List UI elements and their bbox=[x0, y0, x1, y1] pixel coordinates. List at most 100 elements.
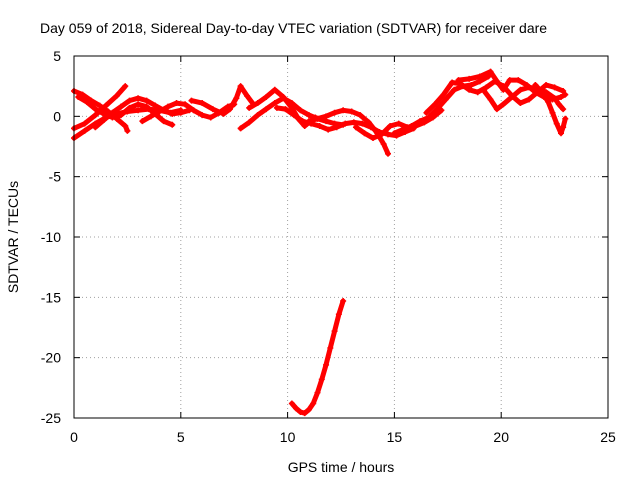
data-point bbox=[109, 109, 116, 116]
data-point bbox=[370, 135, 377, 142]
y-tick-label: -10 bbox=[41, 229, 61, 245]
data-point bbox=[301, 410, 308, 417]
data-point bbox=[553, 120, 560, 127]
data-point bbox=[135, 107, 142, 114]
series-arc-18 bbox=[288, 297, 347, 417]
data-point bbox=[143, 97, 150, 104]
data-point bbox=[508, 94, 515, 101]
data-point bbox=[493, 106, 500, 113]
data-point bbox=[438, 107, 445, 114]
data-point bbox=[318, 376, 325, 383]
data-point bbox=[391, 130, 398, 137]
y-tick-label: -5 bbox=[49, 169, 62, 185]
data-point bbox=[551, 95, 558, 102]
x-tick-label: 10 bbox=[280, 429, 296, 445]
data-point bbox=[380, 141, 387, 148]
data-point bbox=[500, 86, 507, 93]
data-point bbox=[152, 102, 159, 109]
data-point bbox=[156, 108, 163, 115]
data-point bbox=[431, 101, 438, 108]
data-point bbox=[96, 102, 103, 109]
data-point bbox=[357, 112, 364, 119]
data-point bbox=[103, 102, 110, 109]
data-point bbox=[543, 81, 550, 88]
data-point bbox=[384, 131, 391, 138]
data-point bbox=[81, 120, 88, 127]
data-point bbox=[442, 96, 449, 103]
data-point bbox=[451, 86, 458, 93]
data-point bbox=[316, 122, 323, 129]
data-point bbox=[348, 108, 355, 115]
data-point bbox=[271, 100, 278, 107]
data-point bbox=[164, 103, 171, 110]
data-point bbox=[263, 94, 270, 101]
data-point bbox=[92, 124, 99, 131]
data-point bbox=[220, 110, 227, 117]
data-point bbox=[342, 120, 349, 127]
data-point bbox=[395, 120, 402, 127]
data-point bbox=[562, 115, 569, 122]
data-point bbox=[476, 73, 483, 80]
data-point bbox=[254, 112, 261, 119]
data-point bbox=[117, 103, 124, 110]
data-point bbox=[423, 109, 430, 116]
data-point bbox=[122, 122, 129, 129]
data-point bbox=[417, 118, 424, 125]
data-point bbox=[359, 120, 366, 127]
data-point bbox=[555, 101, 562, 108]
data-point bbox=[525, 84, 532, 91]
data-point bbox=[323, 361, 330, 368]
x-tick-label: 0 bbox=[70, 429, 78, 445]
data-point bbox=[331, 109, 338, 116]
data-point bbox=[525, 96, 532, 103]
data-point bbox=[558, 130, 565, 137]
data-point bbox=[209, 106, 216, 113]
data-point bbox=[293, 405, 300, 412]
data-point bbox=[493, 78, 500, 85]
data-point bbox=[483, 84, 490, 91]
data-point bbox=[538, 89, 545, 96]
data-point bbox=[305, 406, 312, 413]
data-point bbox=[352, 124, 359, 131]
data-point bbox=[468, 81, 475, 88]
data-point bbox=[305, 118, 312, 125]
data-point bbox=[135, 95, 142, 102]
data-point bbox=[273, 104, 280, 111]
data-point bbox=[532, 81, 539, 88]
data-point bbox=[487, 68, 494, 75]
data-point bbox=[117, 112, 124, 119]
data-point bbox=[160, 118, 167, 125]
series-trace bbox=[289, 298, 346, 416]
y-tick-label: 0 bbox=[53, 108, 61, 124]
y-axis-label: SDTVAR / TECUs bbox=[5, 181, 21, 293]
data-point bbox=[233, 95, 240, 102]
data-point bbox=[327, 345, 334, 352]
series-arc-17 bbox=[532, 81, 569, 137]
data-point bbox=[280, 94, 287, 101]
data-point bbox=[100, 116, 107, 123]
x-tick-label: 20 bbox=[493, 429, 509, 445]
data-point bbox=[237, 83, 244, 90]
series-arc-15 bbox=[455, 68, 569, 103]
data-point bbox=[466, 75, 473, 82]
data-point bbox=[246, 104, 253, 111]
data-point bbox=[297, 408, 304, 415]
data-point bbox=[271, 86, 278, 93]
data-point bbox=[244, 92, 251, 99]
data-point bbox=[455, 77, 462, 84]
data-point bbox=[282, 106, 289, 113]
data-point bbox=[425, 114, 432, 121]
data-point bbox=[558, 94, 565, 101]
data-point bbox=[126, 104, 133, 111]
series-trace bbox=[391, 74, 491, 136]
data-point bbox=[506, 77, 513, 84]
data-point bbox=[135, 101, 142, 108]
x-tick-label: 15 bbox=[387, 429, 403, 445]
data-point bbox=[173, 100, 180, 107]
data-point bbox=[560, 124, 567, 131]
data-point bbox=[515, 77, 522, 84]
data-point bbox=[333, 124, 340, 131]
data-point bbox=[481, 87, 488, 94]
data-point bbox=[126, 97, 133, 104]
